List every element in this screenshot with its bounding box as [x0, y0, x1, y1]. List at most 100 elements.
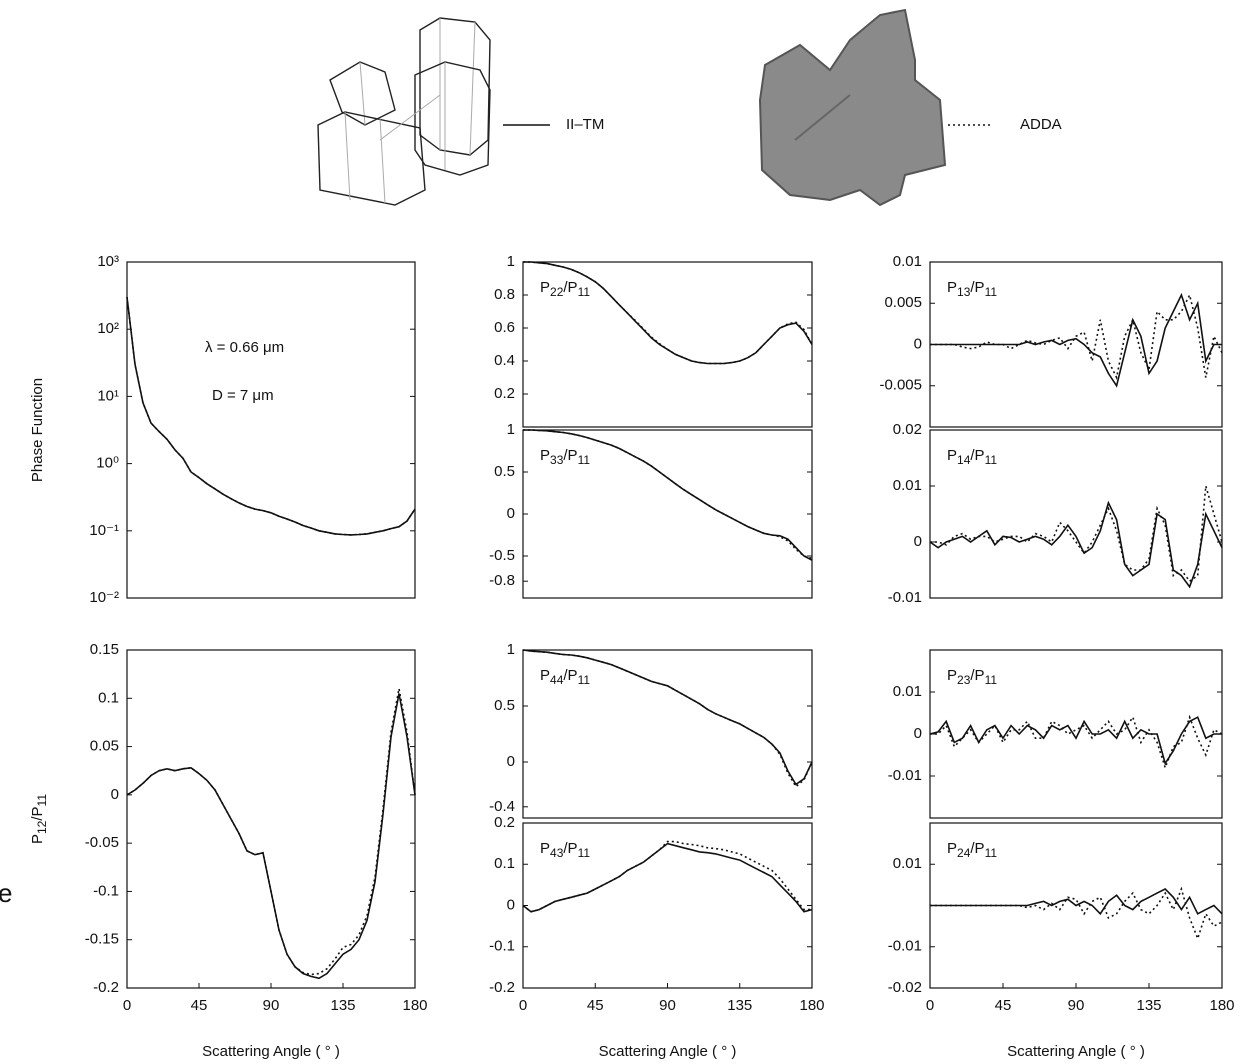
y-tick-label: 0.01 [893, 477, 922, 494]
y-tick-label: -0.02 [888, 979, 922, 996]
data-line [522, 842, 813, 913]
y-tick-label: 10⁻¹ [89, 522, 119, 539]
plot-frame [522, 649, 813, 819]
y-tick-label: -0.5 [489, 547, 515, 564]
y-tick-label: 0.01 [893, 683, 922, 700]
plot-frame [126, 649, 416, 989]
data-line [522, 649, 813, 786]
y-tick-label: 0 [914, 335, 922, 352]
data-line [930, 292, 1222, 388]
y-tick-label: -0.005 [879, 377, 922, 394]
y-tick-label: 0.2 [494, 385, 515, 402]
y-tick-label: -0.01 [888, 938, 922, 955]
y-axis-label: Phase Function [29, 378, 46, 482]
x-tick-label: 90 [263, 997, 280, 1014]
x-tick-label: 135 [1136, 997, 1161, 1014]
y-tick-label: -0.8 [489, 572, 515, 589]
y-tick-label: -0.4 [489, 798, 515, 815]
y-tick-label: 0.6 [494, 319, 515, 336]
y-tick-label: 0.02 [893, 421, 922, 438]
y-tick-label: 0.05 [90, 738, 119, 755]
dipole-illustration [758, 8, 947, 207]
y-tick-label: -0.01 [888, 767, 922, 784]
data-line [522, 840, 812, 913]
plot-frame [126, 261, 416, 599]
y-tick-label: 0 [914, 533, 922, 550]
data-line [929, 500, 1223, 589]
x-axis-label: Scattering Angle ( ° ) [1007, 1043, 1145, 1060]
y-tick-label: 1 [507, 641, 515, 658]
panel-label: P22/P11 [540, 279, 590, 299]
x-tick-label: 135 [727, 997, 752, 1014]
panel-label: P14/P11 [947, 447, 997, 467]
data-line [126, 297, 416, 536]
y-tick-label: 10³ [97, 253, 119, 270]
x-tick-label: 180 [1209, 997, 1234, 1014]
y-tick-label: 10⁻² [89, 589, 119, 606]
y-tick-label: -0.01 [888, 589, 922, 606]
y-tick-label: 0.005 [884, 294, 922, 311]
panel-label: P23/P11 [947, 667, 997, 687]
x-tick-label: 45 [995, 997, 1012, 1014]
annotation: λ = 0.66 μm [205, 339, 284, 356]
y-tick-label: 10¹ [97, 387, 119, 404]
x-axis-label: Scattering Angle ( ° ) [599, 1043, 737, 1060]
data-line [930, 886, 1223, 941]
y-tick-label: -0.2 [93, 979, 119, 996]
panel-label: P33/P11 [540, 447, 590, 467]
y-tick-label: 1 [507, 421, 515, 438]
data-line [126, 688, 416, 976]
y-tick-label: 10⁰ [96, 455, 119, 472]
x-tick-label: 0 [123, 997, 131, 1014]
x-tick-label: 180 [402, 997, 427, 1014]
y-tick-label: 10² [97, 320, 119, 337]
y-tick-label: 0.2 [494, 814, 515, 831]
y-tick-label: 0 [507, 753, 515, 770]
data-line [930, 292, 1223, 380]
y-tick-label: -0.2 [489, 979, 515, 996]
y-tick-label: -0.1 [93, 882, 119, 899]
data-line [126, 693, 416, 980]
y-tick-label: 0.5 [494, 463, 515, 480]
data-line [523, 429, 813, 560]
y-tick-label: -0.15 [85, 931, 119, 948]
y-tick-label: 0.5 [494, 697, 515, 714]
x-tick-label: 90 [1068, 997, 1085, 1014]
y-tick-label: 0.4 [494, 352, 515, 369]
x-tick-label: 90 [659, 997, 676, 1014]
x-tick-label: 0 [519, 997, 527, 1014]
data-line [930, 888, 1223, 916]
x-tick-label: 180 [799, 997, 824, 1014]
panel-label: P43/P11 [540, 840, 590, 860]
x-tick-label: 45 [587, 997, 604, 1014]
panel-label: P13/P11 [947, 279, 997, 299]
y-tick-label: 0 [111, 786, 119, 803]
y-tick-label: 0.1 [494, 855, 515, 872]
y-tick-label: 0.01 [893, 253, 922, 270]
y-tick-label: -0.05 [85, 834, 119, 851]
annotation: D = 7 μm [212, 387, 274, 404]
y-tick-label: 0.8 [494, 286, 515, 303]
x-tick-label: 45 [191, 997, 208, 1014]
legend-label: ADDA [1020, 116, 1062, 133]
y-tick-label: -0.1 [489, 938, 515, 955]
panel-label: P44/P11 [540, 667, 590, 687]
y-tick-label: 0.01 [893, 855, 922, 872]
y-tick-label: 0 [507, 896, 515, 913]
x-tick-label: 0 [926, 997, 934, 1014]
x-tick-label: 135 [330, 997, 355, 1014]
panel-label: P24/P11 [947, 840, 997, 860]
y-axis-label: P12/P11 [29, 794, 49, 844]
data-line [930, 714, 1223, 771]
y-tick-label: 1 [507, 253, 515, 270]
y-tick-label: 0.15 [90, 641, 119, 658]
y-tick-label: 0 [914, 725, 922, 742]
cropped-text: e [0, 878, 12, 908]
x-axis-label: Scattering Angle ( ° ) [202, 1043, 340, 1060]
data-line [523, 261, 813, 365]
crystal-illustration [317, 17, 491, 206]
y-tick-label: 0.1 [98, 689, 119, 706]
plot-frame [929, 429, 1223, 599]
legend-label: II–TM [566, 116, 604, 133]
